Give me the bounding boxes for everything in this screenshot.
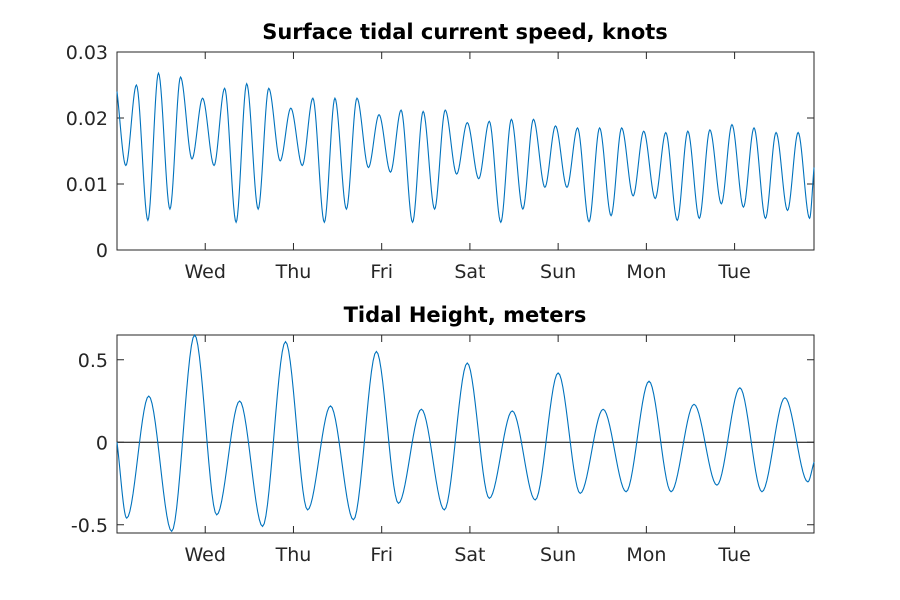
current-speed-xtick-label: Sun bbox=[540, 261, 576, 283]
tidal-height-ytick-label: -0.5 bbox=[71, 515, 108, 537]
current-speed-chart: Surface tidal current speed, knots 0 0.01… bbox=[66, 20, 815, 283]
tidal-height-ytick-label: 0 bbox=[96, 432, 108, 454]
current-speed-ytick-label: 0 bbox=[96, 240, 108, 262]
current-speed-xtick-label: Thu bbox=[275, 261, 312, 283]
current-speed-ytick-label: 0.02 bbox=[66, 108, 108, 130]
current-speed-xtick-label: Sat bbox=[454, 261, 485, 283]
current-speed-ytick-label: 0.03 bbox=[66, 42, 108, 64]
tidal-height-title: Tidal Height, meters bbox=[344, 303, 587, 327]
current-speed-xtick-label: Fri bbox=[370, 261, 393, 283]
tidal-height-xtick-label: Fri bbox=[370, 544, 393, 566]
current-speed-ytick-label: 0.01 bbox=[66, 174, 108, 196]
current-speed-xtick-label: Wed bbox=[185, 261, 226, 283]
current-speed-xtick-label: Mon bbox=[626, 261, 666, 283]
current-speed-ticks bbox=[117, 51, 814, 251]
tidal-height-tick-labels: -0.5 0 0.5 Wed Thu Fri Sat Sun Mon Tue bbox=[71, 350, 751, 566]
tidal-height-xtick-label: Mon bbox=[626, 544, 666, 566]
current-speed-tick-labels: 0 0.01 0.02 0.03 Wed Thu Fri Sat Sun Mon Tue bbox=[66, 42, 751, 283]
tidal-height-xtick-label: Sun bbox=[540, 544, 576, 566]
tidal-height-ticks bbox=[117, 335, 814, 533]
tidal-height-xtick-label: Sat bbox=[454, 544, 485, 566]
current-speed-series-line bbox=[116, 71, 815, 224]
tidal-height-chart: Tidal Height, meters -0.5 0 0.5 Wed Thu Fri Sa… bbox=[71, 303, 815, 566]
tidal-height-xtick-label: Wed bbox=[185, 544, 226, 566]
current-speed-xtick-label: Tue bbox=[717, 261, 750, 283]
tidal-height-ytick-label: 0.5 bbox=[78, 350, 108, 372]
current-speed-axes bbox=[116, 51, 815, 251]
tidal-height-xtick-label: Tue bbox=[717, 544, 750, 566]
tidal-height-xtick-label: Thu bbox=[275, 544, 312, 566]
tidal-height-series-line bbox=[116, 333, 815, 533]
tidal-height-axes bbox=[116, 334, 815, 534]
current-speed-title: Surface tidal current speed, knots bbox=[262, 20, 668, 44]
